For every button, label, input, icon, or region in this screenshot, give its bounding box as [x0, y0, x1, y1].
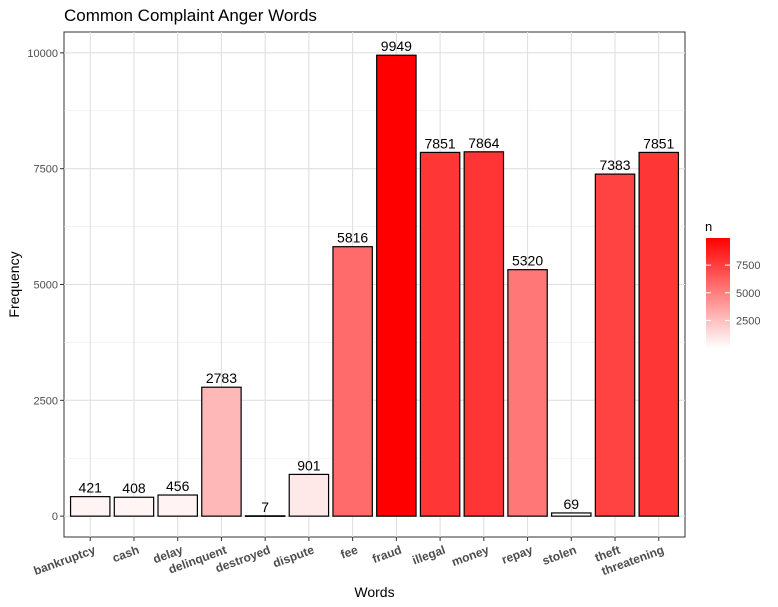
bar-value-label: 7851 — [643, 135, 674, 151]
legend-tick-label: 2500 — [736, 315, 760, 327]
bar-value-label: 456 — [166, 478, 190, 494]
y-tick-label: 5000 — [34, 280, 58, 292]
x-tick-label: stolen — [540, 543, 578, 568]
bar-illegal — [419, 151, 461, 517]
bar-fee — [332, 246, 373, 517]
y-tick-label: 7500 — [34, 164, 58, 176]
x-tick-label: fee — [339, 543, 360, 562]
bar-value-label: 7851 — [425, 135, 456, 151]
bar-bankruptcy — [69, 496, 111, 517]
x-tick-label: dispute — [271, 543, 316, 571]
x-tick-label: illegal — [410, 543, 447, 568]
y-tick-label: 10000 — [27, 48, 58, 60]
bar-value-label: 7 — [261, 499, 269, 515]
bar-delay — [157, 494, 198, 517]
legend-title: n — [705, 219, 712, 234]
x-tick-label: cash — [111, 543, 141, 566]
legend-tick-label: 5000 — [736, 288, 760, 300]
x-axis-ticks: bankruptcy cash delaydelinquentdestroyeddi… — [32, 537, 666, 578]
y-tick-label: 2500 — [34, 395, 58, 407]
bar-value-label: 5320 — [512, 253, 543, 269]
y-tick-label: 0 — [52, 511, 58, 523]
bar-fraud — [376, 54, 417, 517]
bar-dispute — [288, 473, 330, 517]
bar-value-label: 408 — [122, 480, 146, 496]
bar-destroyed — [244, 515, 286, 517]
color-legend: n 2500 5000 7500 — [705, 219, 760, 348]
bar-repay — [507, 269, 548, 517]
x-tick-label: fraud — [370, 543, 403, 566]
x-axis-title: Words — [354, 584, 394, 600]
legend-ticks: 2500 5000 7500 — [706, 260, 760, 327]
bar-value-label: 2783 — [206, 370, 237, 386]
bar-delinquent — [201, 386, 242, 517]
bar-value-label: 69 — [564, 496, 580, 512]
bar-value-label: 7383 — [599, 157, 630, 173]
chart-title: Common Complaint Anger Words — [64, 6, 317, 25]
bar-cash — [113, 496, 155, 517]
bar-value-label: 421 — [79, 480, 103, 496]
x-tick-label: money — [450, 543, 491, 569]
x-tick-label: repay — [500, 543, 535, 567]
bars — [69, 54, 680, 517]
y-axis-title: Frequency — [6, 251, 22, 317]
bar-value-label: 5816 — [337, 230, 368, 246]
bar-stolen — [551, 512, 592, 517]
bar-theft — [594, 173, 636, 517]
bar-threatening — [638, 151, 680, 517]
y-axis-ticks: 0 2500 5000 7500 10000 — [27, 48, 64, 523]
x-tick-label: bankruptcy — [32, 543, 98, 578]
bar-value-label: 901 — [297, 457, 321, 473]
bar-value-labels: 421 408 456 2783 7 901 5816 9949 7851 7864 5320 69 7… — [79, 38, 675, 515]
bar-money — [463, 151, 505, 517]
bar-value-label: 9949 — [381, 38, 412, 54]
bar-value-label: 7864 — [468, 135, 499, 151]
legend-tick-label: 7500 — [736, 260, 760, 272]
